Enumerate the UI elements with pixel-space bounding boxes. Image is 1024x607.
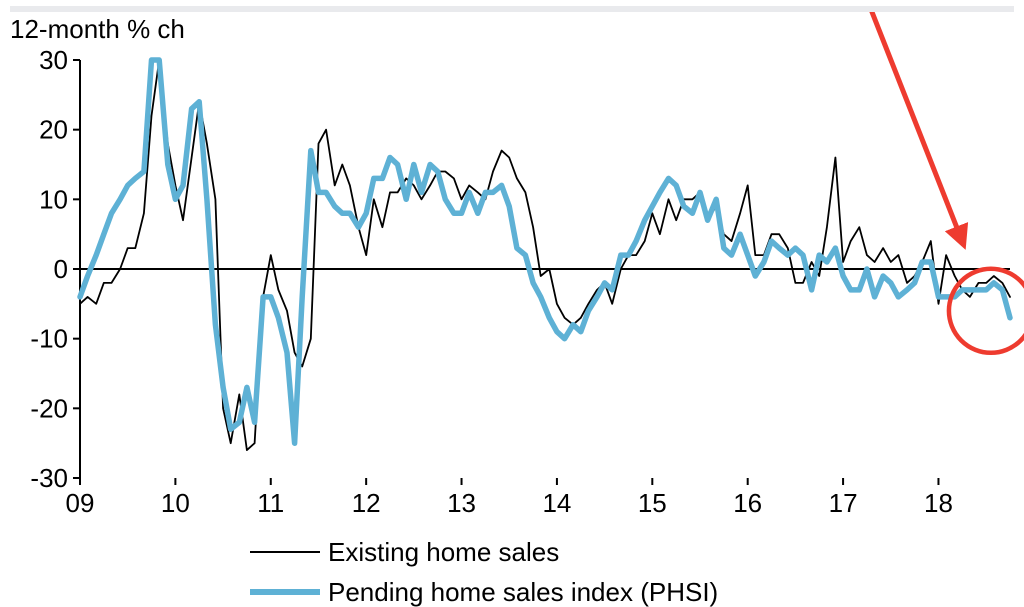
- x-tick-label: 16: [733, 488, 762, 518]
- legend-label-existing: Existing home sales: [328, 537, 559, 567]
- x-tick-label: 09: [66, 488, 95, 518]
- y-tick-label: -20: [30, 393, 68, 423]
- annotation-circle: [949, 269, 1024, 353]
- x-tick-label: 11: [257, 488, 284, 518]
- x-tick-label: 17: [829, 488, 858, 518]
- x-tick-label: 18: [924, 488, 953, 518]
- y-tick-label: 0: [54, 254, 68, 284]
- chart-container: 12-month % ch -30 -20 -10 0 10 20 30 09 10 11 12 13 1…: [0, 0, 1024, 607]
- y-tick-label: 10: [39, 184, 68, 214]
- chart-y-axis-title: 12-month % ch: [10, 14, 185, 44]
- x-tick-label: 13: [447, 488, 476, 518]
- series-existing-home-sales: [80, 60, 1010, 450]
- x-tick-label: 15: [638, 488, 667, 518]
- x-tick-label: 12: [352, 488, 381, 518]
- y-tick-label: -30: [30, 463, 68, 493]
- y-tick-label: -10: [30, 324, 68, 354]
- top-border: [10, 6, 1014, 12]
- legend-label-pending: Pending home sales index (PHSI): [328, 577, 718, 607]
- annotation-arrow: [872, 11, 964, 245]
- y-tick-label: 20: [39, 115, 68, 145]
- line-chart: 12-month % ch -30 -20 -10 0 10 20 30 09 10 11 12 13 1…: [0, 0, 1024, 607]
- y-tick-label: 30: [39, 45, 68, 75]
- series-pending-home-sales-index: [80, 60, 1010, 443]
- x-tick-label: 14: [542, 488, 571, 518]
- x-tick-label: 10: [161, 488, 190, 518]
